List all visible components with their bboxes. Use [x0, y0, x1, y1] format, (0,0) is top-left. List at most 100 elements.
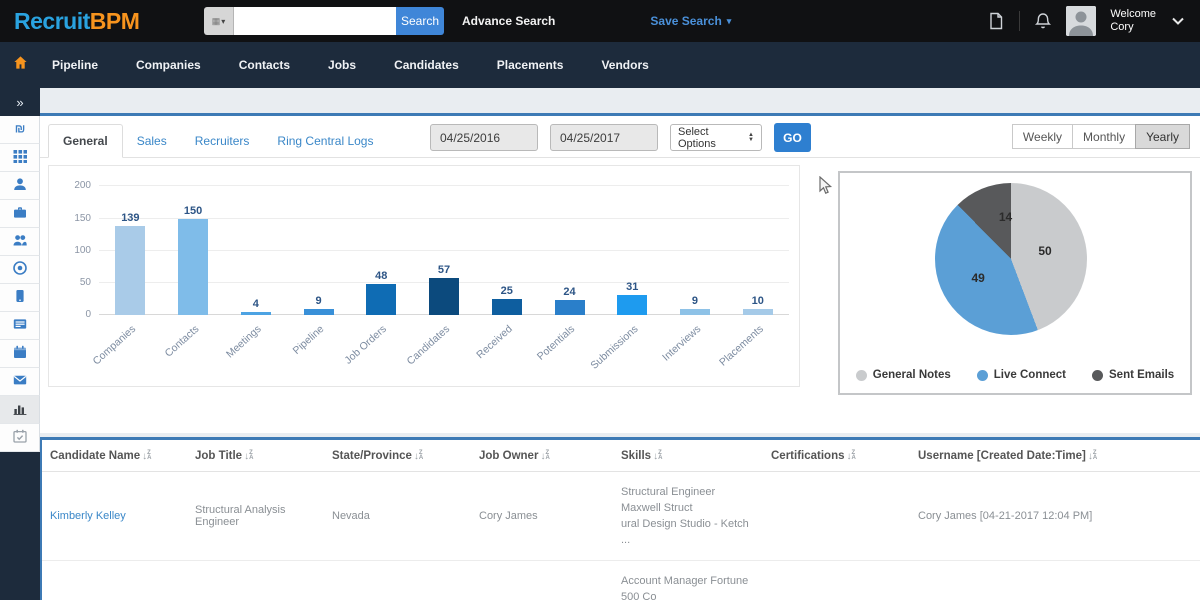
select-options-dropdown[interactable]: Select Options ▲ ▼: [670, 124, 762, 151]
candidate-name-link[interactable]: Kimberly Kelley: [50, 510, 126, 522]
go-button[interactable]: GO: [774, 123, 811, 152]
bar-group-contacts[interactable]: 150 Contacts: [162, 204, 225, 360]
bar-value-label: 24: [563, 285, 576, 298]
svg-text:₪: ₪: [14, 122, 25, 136]
bar[interactable]: [554, 299, 585, 315]
sidebar-item-briefcase[interactable]: [0, 200, 40, 228]
nav-item-candidates[interactable]: Candidates: [394, 58, 459, 72]
bar-value-label: 139: [121, 211, 140, 224]
bar[interactable]: [366, 284, 397, 315]
pie-slice-value: 49: [971, 271, 985, 286]
nav-item-vendors[interactable]: Vendors: [601, 58, 649, 72]
bar[interactable]: [429, 278, 460, 315]
bar-group-pipeline[interactable]: 9 Pipeline: [287, 295, 350, 357]
sort-icon[interactable]: ↓ Z A: [653, 449, 663, 462]
bar-group-potentials[interactable]: 24 Potentials: [535, 285, 601, 363]
y-tick-label: 150: [74, 212, 91, 224]
sort-icon[interactable]: ↓ Z A: [846, 449, 856, 462]
nav-item-placements[interactable]: Placements: [496, 58, 564, 72]
column-header-skills[interactable]: Skills ↓ Z A: [613, 440, 763, 472]
bar-group-placements[interactable]: 10 Placements: [717, 295, 789, 369]
column-header-username-created-date-time-[interactable]: Username [Created Date:Time] ↓ Z A: [910, 440, 1200, 472]
sidebar-item-user[interactable]: [0, 172, 40, 200]
yearly-button[interactable]: Yearly: [1135, 124, 1190, 149]
table-row[interactable]: Kimberly Kelley Structural Analysis Engin…: [42, 471, 1200, 561]
bar-group-submissions[interactable]: 31 Submissions: [588, 281, 664, 372]
legend-dot: [976, 369, 988, 381]
bar-value-label: 48: [375, 270, 388, 283]
legend-item-sent-emails[interactable]: Sent Emails: [1092, 369, 1174, 381]
sort-icon[interactable]: ↓ Z A: [413, 449, 424, 462]
sort-icon[interactable]: ↓ Z A: [142, 449, 152, 462]
x-axis-label: Submissions: [588, 323, 641, 372]
bar[interactable]: [115, 225, 146, 315]
sidebar-item-calendar[interactable]: [0, 340, 40, 368]
sort-icon[interactable]: ↓ Z A: [1087, 449, 1098, 462]
nav-item-pipeline[interactable]: Pipeline: [52, 58, 99, 72]
sidebar-expand-button[interactable]: »: [0, 88, 40, 116]
column-header-label: Candidate Name: [50, 450, 141, 462]
bar-group-candidates[interactable]: 57 Candidates: [405, 264, 476, 367]
bar[interactable]: [491, 298, 522, 315]
advance-search-link[interactable]: Advance Search: [462, 14, 556, 28]
app-logo[interactable]: RecruitBPM: [14, 8, 204, 35]
bar[interactable]: [679, 309, 710, 315]
search-category-dropdown[interactable]: ▦ ▾: [204, 7, 234, 35]
sidebar-item-users[interactable]: [0, 228, 40, 256]
column-header-candidate-name[interactable]: Candidate Name ↓ Z A: [42, 440, 187, 472]
bar-group-interviews[interactable]: 9 Interviews: [660, 295, 727, 364]
search-input[interactable]: [234, 7, 396, 35]
calendar-icon: [13, 345, 27, 362]
cell-created: Cory James [04-21-2017 12:04 PM]: [910, 560, 1200, 600]
logo-recruit: Recruit: [14, 7, 90, 34]
column-header-job-title[interactable]: Job Title ↓ Z A: [187, 440, 324, 472]
bell-icon[interactable]: [1034, 12, 1052, 30]
tab-ring-central-logs[interactable]: Ring Central Logs: [277, 134, 374, 148]
nav-item-companies[interactable]: Companies: [136, 58, 201, 72]
avatar[interactable]: [1066, 6, 1097, 36]
sidebar-item-mobile[interactable]: [0, 284, 40, 312]
nav-item-jobs[interactable]: Jobs: [328, 58, 357, 72]
sidebar-item-shekel[interactable]: ₪: [0, 116, 40, 144]
legend-item-general-notes[interactable]: General Notes: [855, 369, 951, 381]
sidebar-item-list[interactable]: [0, 312, 40, 340]
weekly-button[interactable]: Weekly: [1011, 124, 1074, 149]
bar-group-job-orders[interactable]: 48 Job Orders: [343, 270, 413, 367]
sidebar-item-target[interactable]: [0, 256, 40, 284]
bar-group-received[interactable]: 25 Received: [474, 285, 538, 361]
bar[interactable]: [303, 309, 334, 315]
sort-icon[interactable]: ↓ Z A: [540, 449, 550, 462]
save-search-dropdown[interactable]: Save Search ▾: [650, 14, 731, 28]
bar-group-meetings[interactable]: 4 Meetings: [224, 298, 287, 360]
bar[interactable]: [178, 218, 209, 315]
monthly-button[interactable]: Monthly: [1072, 124, 1137, 149]
x-axis-label: Contacts: [162, 323, 202, 360]
search-button[interactable]: Search: [396, 7, 444, 35]
date-from-input[interactable]: [430, 124, 538, 151]
sidebar-item-bar-chart[interactable]: [0, 396, 40, 424]
caret-down-icon: ▾: [726, 15, 732, 26]
column-header-job-owner[interactable]: Job Owner ↓ Z A: [471, 440, 613, 472]
sidebar-item-mail[interactable]: [0, 368, 40, 396]
bar-group-companies[interactable]: 139 Companies: [91, 211, 162, 367]
legend-item-live-connect[interactable]: Live Connect: [976, 369, 1066, 381]
nav-item-contacts[interactable]: Contacts: [238, 58, 291, 72]
column-header-label: Job Title: [195, 450, 243, 462]
chevron-down-icon[interactable]: [1170, 13, 1186, 29]
sidebar-item-grid[interactable]: [0, 144, 40, 172]
bar[interactable]: [742, 308, 773, 315]
sort-icon[interactable]: ↓ Z A: [244, 449, 254, 462]
date-to-input[interactable]: [550, 124, 658, 151]
document-icon[interactable]: [987, 12, 1005, 30]
tab-recruiters[interactable]: Recruiters: [194, 134, 250, 148]
tab-general[interactable]: General: [48, 124, 123, 158]
sidebar-item-calendar-check[interactable]: [0, 424, 40, 452]
tab-sales[interactable]: Sales: [136, 134, 167, 148]
home-icon[interactable]: [0, 55, 40, 75]
bar[interactable]: [617, 295, 648, 315]
column-header-state-province[interactable]: State/Province ↓ Z A: [324, 440, 471, 472]
bar[interactable]: [240, 312, 271, 315]
column-header-certifications[interactable]: Certifications ↓ Z A: [763, 440, 910, 472]
table-row[interactable]: Norma KennedyAccount ExecutivePennsylvan…: [42, 560, 1200, 600]
bar-value-label: 150: [183, 204, 203, 217]
